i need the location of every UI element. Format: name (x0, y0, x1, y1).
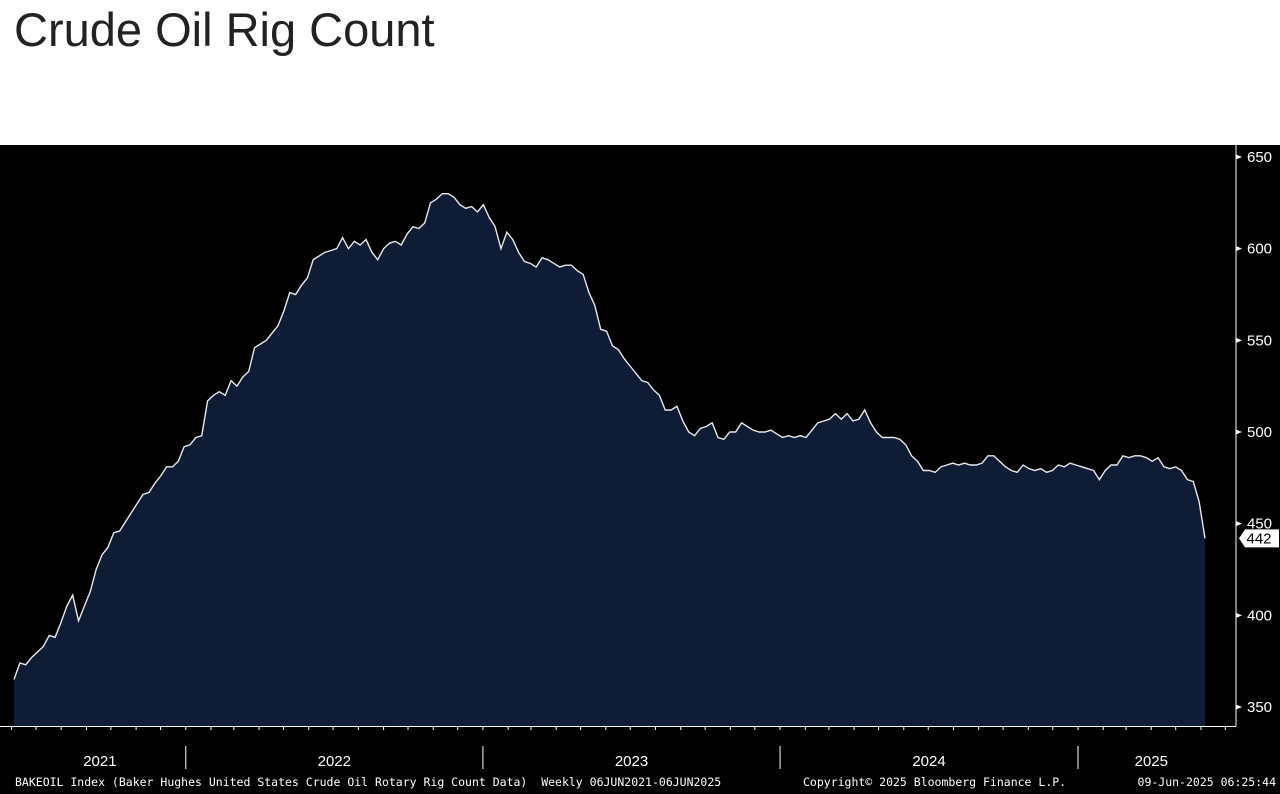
y-tick-label: 350 (1247, 699, 1272, 716)
timestamp-text: 09-Jun-2025 06:25:44 (1138, 775, 1277, 789)
x-tick-label: 2021 (83, 753, 116, 770)
series-line (13, 192, 1206, 680)
x-tick-label: 2024 (912, 753, 945, 770)
y-tick-label: 450 (1247, 516, 1272, 533)
y-tick-label: 550 (1247, 332, 1272, 349)
y-tick-label: 400 (1247, 607, 1272, 624)
y-tick-mark (1236, 246, 1242, 252)
y-tick-mark (1236, 704, 1242, 710)
y-tick-mark (1236, 429, 1242, 435)
y-tick-mark (1236, 612, 1242, 618)
x-tick-label: 2025 (1135, 753, 1168, 770)
y-tick-mark (1236, 337, 1242, 343)
last-value-label: 442 (1246, 530, 1271, 547)
x-axis: 2021 2022 2023 2024 2025 (0, 726, 1236, 770)
source-text: BAKEOIL Index (Baker Hughes United State… (15, 775, 721, 789)
series-area (14, 193, 1205, 727)
plot-area (13, 192, 1206, 727)
y-tick-mark (1236, 521, 1242, 527)
chart-panel: 350 400 450 500 550 600 650 442 2021 2022 2023 202… (0, 145, 1280, 794)
y-tick-label: 650 (1247, 149, 1272, 166)
y-axis: 350 400 450 500 550 600 650 442 (1235, 145, 1279, 726)
last-value-badge: 442 (1239, 529, 1279, 548)
last-value-box (1239, 529, 1279, 548)
x-tick-label: 2023 (615, 753, 648, 770)
chart-footer: BAKEOIL Index (Baker Hughes United State… (15, 775, 1276, 789)
y-tick-mark (1236, 154, 1242, 160)
x-tick-label: 2022 (318, 753, 351, 770)
copyright-text: Copyright© 2025 Bloomberg Finance L.P. (803, 775, 1066, 789)
y-tick-label: 600 (1247, 241, 1272, 258)
page-title: Crude Oil Rig Count (14, 3, 435, 56)
y-tick-label: 500 (1247, 424, 1272, 441)
